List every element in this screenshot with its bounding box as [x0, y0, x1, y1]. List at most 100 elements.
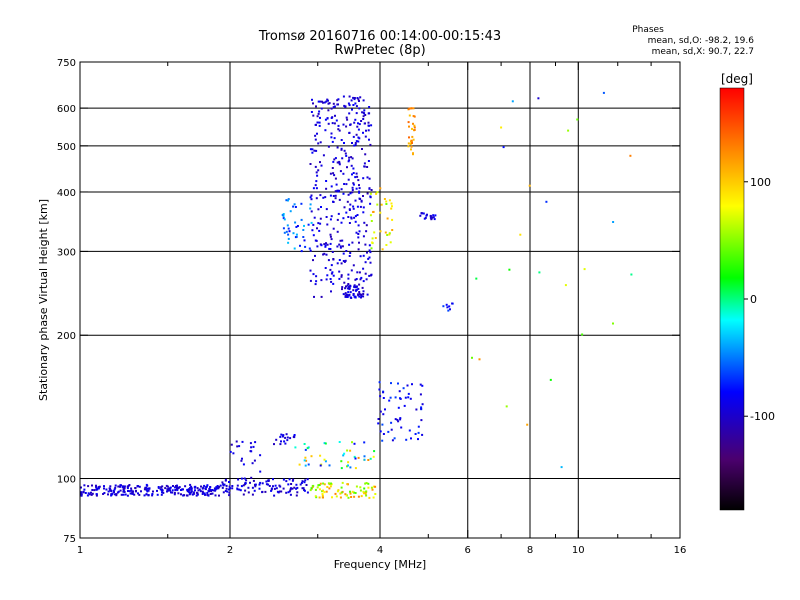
data-point [334, 190, 337, 193]
data-point [429, 216, 432, 219]
data-point [309, 163, 312, 165]
data-point [345, 211, 348, 214]
data-point [360, 276, 363, 279]
data-point [353, 144, 356, 147]
data-point [315, 187, 318, 190]
data-point [368, 106, 371, 108]
data-point [355, 485, 358, 488]
data-point [347, 283, 350, 285]
data-point [338, 270, 341, 273]
data-point [172, 485, 174, 487]
data-point [290, 483, 293, 485]
data-point [388, 199, 391, 202]
data-point [251, 486, 254, 489]
data-point [363, 492, 365, 495]
data-point [303, 459, 306, 462]
data-point [145, 493, 148, 496]
data-point [353, 495, 356, 498]
data-point [291, 487, 294, 490]
data-point [334, 194, 337, 197]
colorbar [719, 87, 745, 511]
data-point [321, 496, 324, 499]
data-point [419, 383, 422, 386]
data-point [335, 119, 338, 122]
data-point [321, 494, 324, 497]
data-point [368, 274, 371, 277]
data-point [581, 333, 584, 336]
data-point [240, 459, 243, 462]
data-point [357, 287, 360, 290]
data-point [311, 151, 314, 154]
data-point [347, 294, 350, 297]
data-point [403, 404, 406, 407]
data-point [421, 384, 424, 387]
data-point [352, 182, 355, 185]
data-point [397, 406, 400, 409]
data-point [352, 491, 355, 494]
data-point [194, 489, 196, 492]
data-point [315, 105, 317, 108]
data-point [400, 426, 403, 429]
data-point [287, 483, 290, 486]
data-point [347, 273, 350, 276]
data-point [228, 491, 231, 494]
data-point [283, 218, 286, 221]
data-point [190, 491, 193, 494]
data-point [338, 160, 341, 163]
data-point [198, 488, 201, 491]
data-point [545, 200, 548, 203]
data-point [325, 253, 328, 256]
data-point [339, 170, 342, 173]
data-point [362, 131, 364, 134]
data-point [358, 191, 361, 194]
data-point [314, 184, 317, 187]
data-point [354, 457, 357, 460]
data-point [411, 383, 413, 386]
data-point [315, 123, 317, 126]
data-point [214, 489, 217, 492]
data-point [190, 488, 193, 491]
data-point [279, 490, 281, 493]
data-point [318, 484, 321, 486]
data-point [330, 185, 333, 188]
data-point [222, 491, 225, 494]
data-point [272, 485, 274, 488]
data-point [358, 184, 360, 187]
data-point [312, 234, 315, 237]
data-point [194, 485, 197, 488]
data-point [358, 283, 361, 286]
data-point [374, 493, 377, 495]
data-point [332, 227, 335, 230]
data-point [407, 145, 410, 148]
data-point [192, 491, 195, 494]
data-point [378, 388, 381, 391]
data-point [370, 124, 373, 127]
data-point [583, 268, 586, 271]
data-point [346, 287, 349, 290]
data-point [325, 180, 328, 182]
data-point [107, 490, 110, 493]
data-point [332, 172, 335, 175]
data-point [332, 200, 334, 203]
data-point [380, 203, 383, 206]
data-point [295, 235, 298, 238]
data-point [433, 218, 436, 221]
data-point [348, 208, 351, 211]
data-point [398, 390, 401, 393]
data-point [196, 493, 199, 496]
data-point [221, 481, 224, 484]
data-point [258, 487, 261, 490]
data-point [355, 278, 358, 280]
data-point [325, 187, 328, 190]
data-point [325, 208, 328, 211]
data-point [368, 177, 371, 180]
data-point [296, 491, 299, 494]
data-point [349, 466, 352, 469]
data-point [342, 252, 345, 255]
data-point [183, 494, 186, 497]
data-point [225, 487, 228, 490]
data-point [301, 480, 304, 483]
data-point [372, 496, 375, 499]
data-point [332, 195, 335, 197]
data-point [354, 199, 357, 202]
